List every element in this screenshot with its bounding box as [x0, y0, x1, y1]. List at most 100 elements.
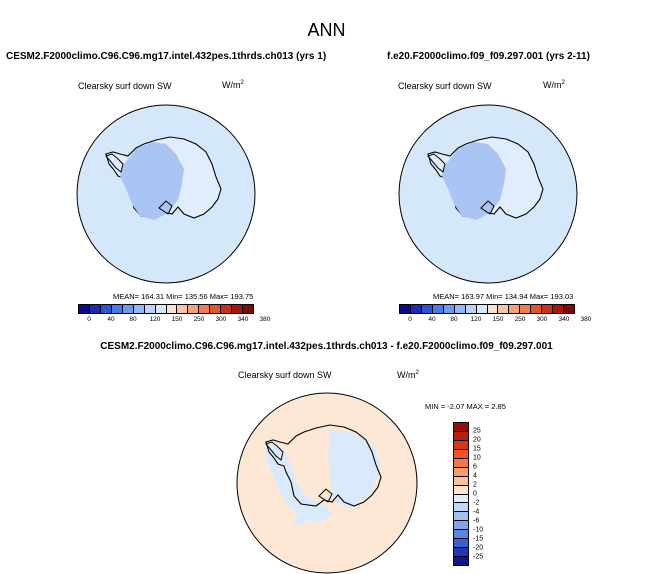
panel1-colorbar-cell [221, 305, 233, 313]
panel1-colorbar-cell [100, 305, 112, 313]
panel2-colorbar-cell [432, 305, 444, 313]
diff-colorbar-tick-label: 4 [473, 472, 477, 480]
panel1-peninsula [105, 153, 124, 173]
panel2-peninsula [427, 153, 446, 173]
panel2-colorbar-tick-label: 80 [450, 316, 458, 323]
diff-colorbar-cell [454, 539, 468, 549]
diff-ocean [236, 392, 418, 574]
panel1-units: W/m2 [222, 80, 244, 90]
diff-colorbar-tick-label: 10 [473, 454, 481, 462]
panel2-colorbar-cell [564, 305, 574, 313]
diff-continent-outline [265, 424, 382, 507]
diff-colorbar-cell [454, 467, 468, 477]
panel2-case-title: f.e20.F2000climo.f09_f09.297.001 (yrs 2-… [387, 51, 590, 62]
panel2-colorbar-tick-label: 340 [558, 316, 570, 323]
diff-stats: MIN = -2.07 MAX = 2.85 [425, 402, 506, 411]
panel1-colorbar-cell [79, 305, 90, 313]
panel1-colorbar-cell [166, 305, 178, 313]
panel2-stats: MEAN= 163.97 Min= 134.94 Max= 193.03 [433, 292, 574, 301]
panel2-colorbar-cell [400, 305, 411, 313]
panel1-stats: MEAN= 164.31 Min= 135.56 Max= 193.75 [113, 292, 254, 301]
panel1-variable-label: Clearsky surf down SW [78, 81, 172, 91]
panel1-colorbar-cell [144, 305, 156, 313]
panel1-colorbar-tick-label: 300 [215, 316, 227, 323]
panel1-colorbar-cell [111, 305, 123, 313]
panel2-colorbar-cell [531, 305, 543, 313]
panel2-colorbar-ticks: 0 40 80 120 150 250 300 340 380 [399, 316, 591, 326]
panel2-colorbar-tick-label: 0 [408, 316, 412, 323]
panel2-colorbar-tick-label: 120 [470, 316, 482, 323]
panel2-colorbar-cell [509, 305, 521, 313]
panel1-colorbar-tick-label: 150 [171, 316, 183, 323]
diff-colorbar-tick-label: -20 [473, 544, 484, 552]
panel2-ross-shelf [480, 200, 495, 215]
diff-colorbar-tick-label: 6 [473, 463, 477, 471]
diff-case-title: CESM2.F2000climo.C96.C96.mg17.intel.432p… [100, 341, 553, 352]
diff-colorbar-tick-label: -4 [473, 508, 480, 516]
panel1-case-title: CESM2.F2000climo.C96.C96.mg17.intel.432p… [6, 51, 327, 62]
panel1-colorbar-tick-label: 250 [193, 316, 205, 323]
diff-colorbar-tick-label: -2 [473, 499, 480, 507]
panel1-colorbar-tick-label: 120 [149, 316, 161, 323]
diff-colorbar-cell [454, 458, 468, 468]
diff-colorbar-cell [454, 476, 468, 486]
diff-patch-west [266, 444, 332, 522]
panel1-colorbar-tick-label: 340 [237, 316, 249, 323]
diff-peninsula [265, 441, 284, 461]
panel1-colorbar-cell [155, 305, 167, 313]
diff-colorbar-tick-label: -25 [473, 553, 484, 561]
panel1-ross-shelf [158, 200, 173, 215]
diff-patch-east [328, 430, 380, 508]
panel2-colorbar-tick-label: 250 [514, 316, 526, 323]
diff-units: W/m2 [397, 370, 419, 380]
panel1-colorbar-cell [89, 305, 101, 313]
diff-colorbar-tick-label: 15 [473, 445, 481, 453]
panel2-map [398, 104, 578, 284]
panel2-colorbar-cell [498, 305, 510, 313]
panel2-colorbar-tick-label: 380 [580, 316, 592, 323]
panel1-colorbar-cell [243, 305, 253, 313]
diff-colorbar-tick-label: -10 [473, 526, 484, 534]
diff-colorbar-tick-label: -15 [473, 535, 484, 543]
panel2-colorbar-cell [476, 305, 488, 313]
panel2-variable-label: Clearsky surf down SW [398, 81, 492, 91]
panel2-colorbar-cell [454, 305, 466, 313]
panel2-colorbar-cell [553, 305, 565, 313]
panel2-colorbar-cell [542, 305, 554, 313]
panel1-colorbar-cell [199, 305, 211, 313]
panel1-colorbar-cell [232, 305, 244, 313]
diff-colorbar-tick-label: 20 [473, 436, 481, 444]
panel1-interior-shading [120, 142, 184, 220]
panel1-colorbar-cell [122, 305, 134, 313]
diff-map [236, 392, 418, 574]
page-title: ANN [307, 20, 346, 40]
diff-colorbar-cell [454, 494, 468, 504]
panel1-colorbar [78, 304, 254, 314]
diff-colorbar-cell [454, 485, 468, 495]
diff-colorbar-cell [454, 431, 468, 441]
diff-colorbar-cell [454, 512, 468, 522]
diff-colorbar-cell [454, 423, 468, 432]
diff-colorbar-cell [454, 557, 468, 565]
diff-colorbar [453, 422, 469, 566]
panel2-colorbar [399, 304, 575, 314]
panel1-colorbar-cell [133, 305, 145, 313]
panel1-colorbar-ticks: 0 40 80 120 150 250 300 340 380 [78, 316, 270, 326]
panel2-colorbar-tick-label: 300 [536, 316, 548, 323]
panel1-map [76, 104, 256, 284]
panel2-units: W/m2 [543, 80, 565, 90]
panel2-colorbar-tick-label: 40 [428, 316, 436, 323]
panel1-colorbar-tick-label: 380 [259, 316, 271, 323]
panel1-colorbar-cell [210, 305, 222, 313]
panel2-colorbar-cell [421, 305, 433, 313]
panel1-colorbar-tick-label: 80 [129, 316, 137, 323]
diff-colorbar-tick-label: 2 [473, 481, 477, 489]
diff-variable-label: Clearsky surf down SW [238, 370, 332, 380]
panel1-colorbar-tick-label: 0 [87, 316, 91, 323]
diff-colorbar-tick-label: -6 [473, 517, 480, 525]
panel2-colorbar-cell [520, 305, 532, 313]
diff-colorbar-cell [454, 449, 468, 459]
diff-patch-small [294, 512, 306, 526]
panel2-colorbar-cell [465, 305, 477, 313]
panel2-colorbar-cell [487, 305, 499, 313]
